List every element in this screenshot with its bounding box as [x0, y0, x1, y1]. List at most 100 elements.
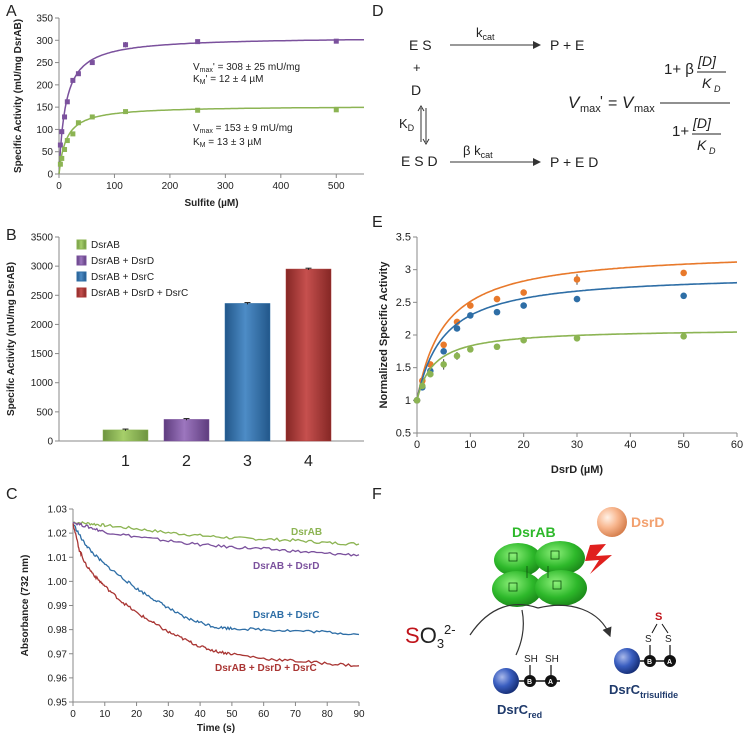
legend-label: DsrAB + DsrC — [91, 272, 154, 283]
y-tick-label: 1 — [405, 395, 411, 407]
y-tick-label: 0 — [47, 437, 53, 448]
data-point — [57, 161, 63, 167]
panel-a-annotation-lower: Vmax = 153 ± 9 mU/mg KM = 13 ± 3 µM — [193, 123, 293, 149]
x-tick-label: 40 — [195, 709, 207, 720]
data-point — [89, 60, 95, 66]
svg-text:B: B — [527, 679, 532, 686]
x-tick-label: 60 — [731, 439, 743, 451]
svg-text:K: K — [702, 75, 712, 91]
category-label: 2 — [182, 453, 191, 470]
panel-label-b: B — [6, 227, 17, 244]
svg-text:Vmax = 153 ± 9 mU/mg: Vmax = 153 ± 9 mU/mg — [193, 123, 293, 135]
y-tick-label: 250 — [36, 58, 53, 69]
dsrab-protein-illustration — [492, 541, 587, 607]
y-tick-label: 0 — [47, 170, 53, 181]
y-tick-label: 0.5 — [396, 428, 411, 440]
data-point — [123, 42, 129, 48]
dsrc-trisulfide-illustration: B A S S S — [614, 611, 676, 674]
reaction-scheme: E S + D E S D kcat P + E β kcat P + E D … — [399, 25, 598, 170]
y-tick-label: 2500 — [31, 291, 54, 302]
svg-text:Vmax' = 308 ± 25 mU/mg: Vmax' = 308 ± 25 mU/mg — [193, 62, 300, 74]
dsrc-red-illustration: B A SH SH — [493, 654, 560, 694]
scheme-esd: E S D — [401, 153, 438, 169]
sulfite-label: SO32- — [405, 622, 456, 651]
data-point — [453, 325, 461, 332]
data-point — [680, 333, 687, 340]
x-tick-label: 20 — [518, 439, 530, 451]
panel-label-e: E — [372, 214, 383, 231]
svg-text:KM = 13 ± 3 µM: KM = 13 ± 3 µM — [193, 137, 262, 149]
dsrc-red-label: DsrCred — [497, 702, 542, 720]
data-point — [70, 131, 76, 137]
x-tick-label: 80 — [322, 709, 334, 720]
scheme-es: E S — [409, 37, 432, 53]
arrow-substrate — [469, 604, 539, 636]
panel-label-f: F — [372, 486, 382, 503]
svg-text:max: max — [634, 103, 655, 115]
svg-text:[D]: [D] — [692, 115, 712, 131]
legend-label: DsrAB — [91, 240, 120, 251]
data-point — [75, 71, 81, 77]
y-tick-label: 1500 — [31, 349, 54, 360]
data-point — [493, 343, 501, 351]
x-tick-label: 10 — [99, 709, 111, 720]
svg-text:D: D — [709, 146, 716, 156]
data-point — [62, 114, 68, 120]
svg-text:B: B — [647, 659, 652, 666]
y-tick-label: 200 — [36, 80, 53, 91]
panel-label-d: D — [372, 3, 384, 20]
y-tick-label: 350 — [36, 14, 53, 25]
data-point — [123, 109, 129, 115]
chart-a: 0 50 100 150 200 250 300 350 0 100 200 300 400 500 Sul… — [13, 14, 364, 209]
y-tick-label: 1000 — [31, 378, 54, 389]
dsrd-sphere — [597, 507, 627, 537]
y-tick-label: 3 — [405, 264, 411, 276]
series-label: DsrAB — [291, 527, 322, 538]
data-point — [59, 129, 65, 135]
data-point — [680, 292, 687, 300]
svg-text:S: S — [645, 634, 652, 645]
x-tick-label: 60 — [258, 709, 270, 720]
x-tick-label: 0 — [70, 709, 76, 720]
x-tick-label: 30 — [571, 439, 583, 451]
y-tick-label: 0.96 — [48, 673, 68, 684]
vmax-equation: V max ' = V max 1+ β [D] K D 1+ [D] K D — [568, 53, 730, 156]
mechanism-schematic: DsrAB DsrD SO32- B A SH — [405, 507, 678, 720]
bar — [285, 268, 332, 442]
x-tick-label: 50 — [678, 439, 690, 451]
y-axis-label: Specific Activity (mU/mg DsrAB) — [13, 19, 24, 173]
data-point — [333, 107, 339, 113]
y-tick-label: 100 — [36, 125, 53, 136]
y-tick-label: 2.5 — [396, 297, 411, 309]
arrow-dsrc-red — [515, 609, 524, 656]
x-tick-label: 100 — [106, 181, 123, 192]
legend-swatch — [76, 287, 87, 298]
series-line-1 — [72, 521, 360, 557]
svg-text:SH: SH — [524, 654, 538, 665]
data-point — [440, 341, 447, 349]
data-point — [573, 276, 581, 283]
svg-text:SH: SH — [545, 654, 559, 665]
scheme-d: D — [411, 82, 421, 98]
y-tick-label: 500 — [36, 407, 53, 418]
data-point — [467, 346, 474, 353]
x-tick-label: 40 — [624, 439, 636, 451]
y-axis-label: Normalized Specific Activity — [378, 261, 390, 409]
y-tick-label: 0.99 — [48, 601, 68, 612]
scheme-beta-kcat: β kcat — [463, 143, 493, 160]
svg-text:S: S — [655, 611, 662, 623]
data-point — [493, 295, 501, 303]
data-point — [440, 361, 447, 368]
dsrc-trisulfide-label: DsrCtrisulfide — [609, 682, 678, 700]
data-point — [70, 77, 76, 83]
svg-text:K: K — [697, 137, 707, 153]
data-point — [493, 308, 501, 316]
y-tick-label: 300 — [36, 36, 53, 47]
svg-text:': ' — [600, 93, 603, 110]
data-point — [467, 302, 474, 309]
series-label: DsrAB + DsrD — [253, 561, 319, 572]
bar — [102, 429, 149, 442]
svg-text:=: = — [608, 95, 617, 112]
data-point — [440, 348, 447, 355]
